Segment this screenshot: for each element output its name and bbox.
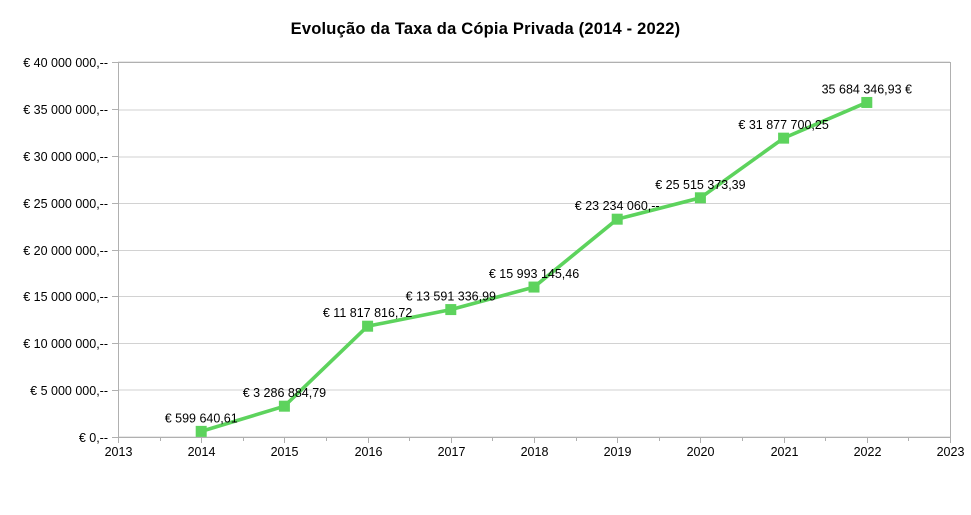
x-axis-label: 2015: [271, 445, 299, 459]
data-point-label: € 11 817 816,72: [323, 306, 412, 320]
data-point-label: 35 684 346,93 €: [822, 82, 912, 96]
data-point-marker: [611, 213, 623, 225]
x-axis-label: 2019: [604, 445, 632, 459]
y-axis-label: € 0,--: [79, 431, 108, 445]
x-axis-label: 2017: [438, 445, 466, 459]
data-point-label: € 13 591 336,99: [406, 290, 496, 304]
chart-title: Evolução da Taxa da Cópia Privada (2014 …: [290, 20, 681, 38]
data-point-marker: [694, 192, 706, 204]
data-point-label: € 3 286 884,79: [243, 386, 326, 400]
data-point-marker: [278, 400, 290, 412]
y-axis-label: € 25 000 000,--: [23, 197, 108, 211]
data-point-marker: [778, 132, 790, 144]
y-axis-label: € 35 000 000,--: [23, 103, 108, 117]
y-axis-label: € 15 000 000,--: [23, 290, 108, 304]
data-point-label: € 23 234 060,--: [575, 199, 660, 213]
data-point-label: € 31 877 700,25: [738, 118, 828, 132]
data-point-label: € 15 993 145,46: [489, 267, 579, 281]
data-point-marker: [445, 304, 457, 316]
y-axis-label: € 40 000 000,--: [23, 56, 108, 70]
x-axis-label: 2021: [771, 445, 799, 459]
x-axis-label: 2016: [355, 445, 383, 459]
data-point-marker: [861, 96, 873, 108]
x-axis-label: 2018: [521, 445, 549, 459]
y-axis-label: € 30 000 000,--: [23, 150, 108, 164]
data-point-marker: [528, 281, 540, 293]
x-axis-label: 2023: [937, 445, 965, 459]
x-axis-label: 2020: [687, 445, 715, 459]
y-axis-label: € 5 000 000,--: [30, 384, 108, 398]
data-point-label: € 25 515 373,39: [655, 178, 745, 192]
y-axis-label: € 20 000 000,--: [23, 244, 108, 258]
x-axis-label: 2014: [188, 445, 216, 459]
data-point-marker: [195, 425, 207, 437]
y-axis-label: € 10 000 000,--: [23, 337, 108, 351]
x-axis-label: 2022: [854, 445, 882, 459]
x-axis-label: 2013: [105, 445, 133, 459]
data-point-label: € 599 640,61: [165, 411, 238, 425]
data-point-marker: [362, 320, 374, 332]
